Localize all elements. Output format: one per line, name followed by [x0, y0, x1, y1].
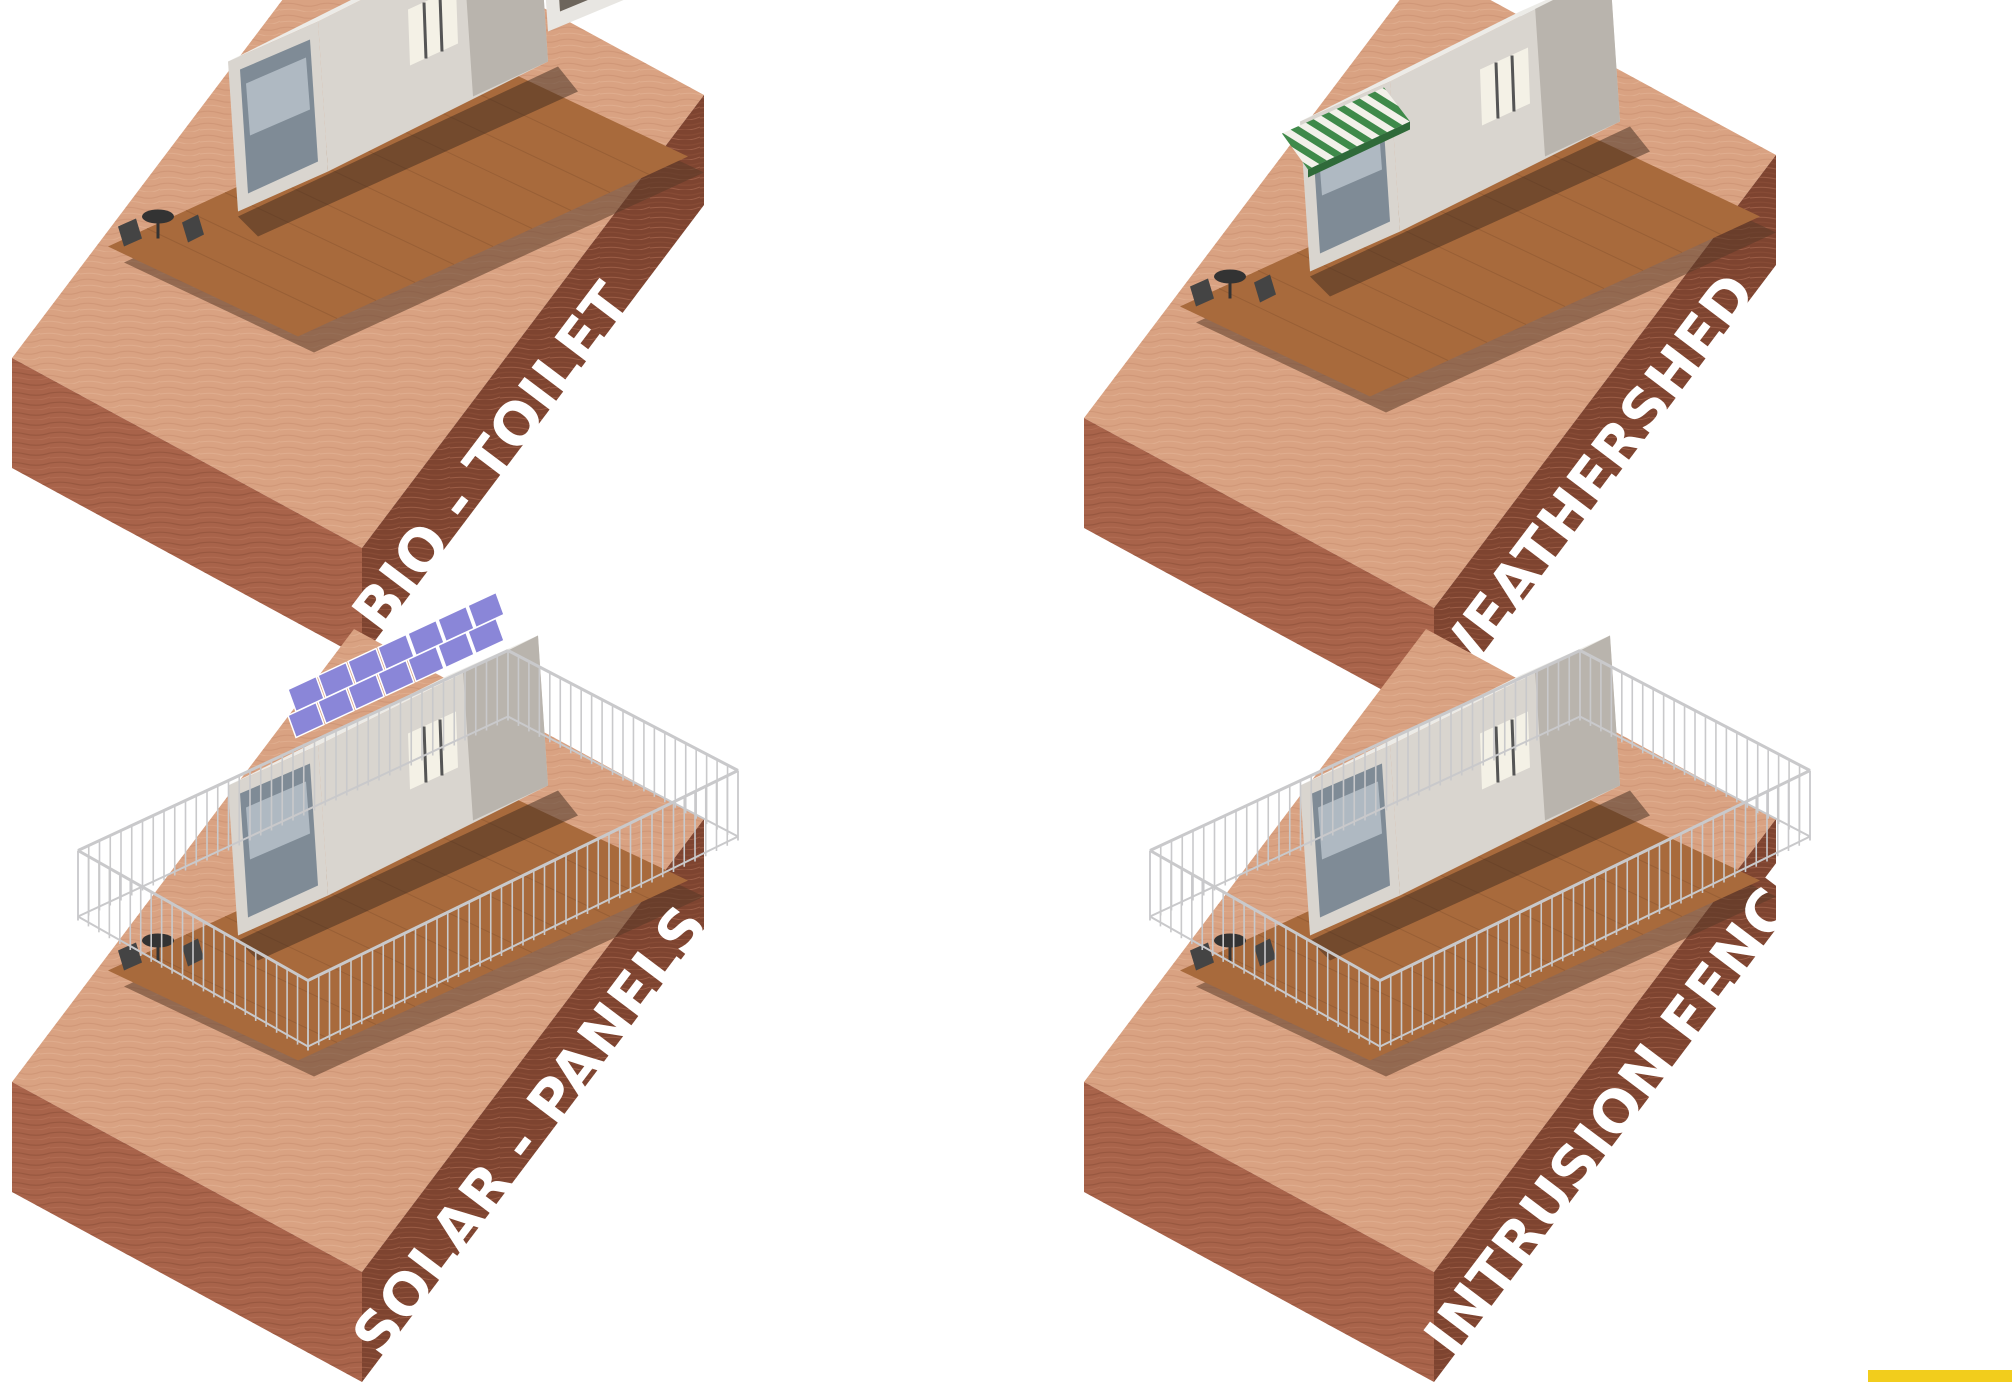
deck-board — [1257, 934, 1449, 1025]
pod-roof — [1300, 0, 1553, 122]
deck-board — [185, 210, 377, 301]
pod-shadow — [238, 790, 578, 961]
deck-board — [1218, 288, 1410, 379]
solar-panel — [287, 701, 325, 739]
pod-rear-section — [1535, 0, 1620, 157]
solar-panel — [317, 687, 355, 725]
pod-rear-section — [466, 0, 548, 97]
base-side-grain — [1434, 819, 1776, 1382]
solar-panel — [407, 645, 445, 683]
corner-accent-bar — [1868, 1370, 2012, 1382]
side-window-mullion — [1494, 62, 1500, 119]
chair-icon — [118, 218, 142, 247]
base-front-grain — [12, 358, 362, 658]
base-front-grain — [1084, 1082, 1434, 1382]
pod-shadow — [1310, 126, 1650, 297]
deck-board — [1218, 952, 1410, 1043]
pod-shadow — [1310, 790, 1650, 961]
solar-panel — [407, 619, 445, 657]
module-intrusion-fence: INTRUSION FENCE — [1084, 629, 1831, 1382]
deck-board — [185, 934, 377, 1025]
deck-board — [1257, 270, 1449, 361]
pod-shadow — [238, 66, 578, 237]
deck-board — [224, 192, 416, 283]
deck-board — [146, 952, 338, 1043]
side-window — [408, 0, 458, 66]
awning-edge — [1308, 121, 1410, 178]
base-front-grain — [12, 1082, 362, 1382]
pod-rear-section — [463, 635, 548, 821]
solar-panel — [467, 617, 505, 655]
base-side-grain — [1434, 155, 1776, 718]
module-bio-toilet: BIO - TOILET — [12, 0, 704, 658]
side-window — [1480, 47, 1530, 126]
front-window-pane — [246, 57, 310, 136]
awning — [1282, 87, 1410, 170]
module-solar-panels: SOLAR - PANELS — [12, 591, 739, 1382]
chair-icon — [1190, 278, 1214, 307]
toilet-pod-body — [545, 0, 624, 32]
front-window-pane — [1318, 781, 1382, 860]
base-side-grain — [362, 819, 704, 1382]
base-front-grain — [1084, 418, 1434, 718]
chair-icon — [1254, 274, 1276, 303]
solar-panel — [467, 591, 505, 629]
solar-panel — [437, 605, 475, 643]
solar-panel — [377, 659, 415, 697]
deck-board — [146, 228, 338, 319]
side-window-mullion — [438, 0, 444, 52]
chair-icon — [182, 214, 204, 243]
module-weathershed: WEATHERSHED — [1084, 0, 1776, 718]
side-window-mullion — [1510, 55, 1516, 112]
base-side-grain — [362, 95, 704, 658]
deck-board — [1296, 252, 1488, 343]
toilet-pod-interior — [559, 0, 588, 12]
solar-panel — [347, 673, 385, 711]
pod-rear-section — [1535, 635, 1620, 821]
front-window-pane — [246, 781, 310, 860]
side-window-mullion — [422, 2, 428, 59]
pod-roof — [228, 0, 361, 62]
solar-panel — [437, 631, 475, 669]
